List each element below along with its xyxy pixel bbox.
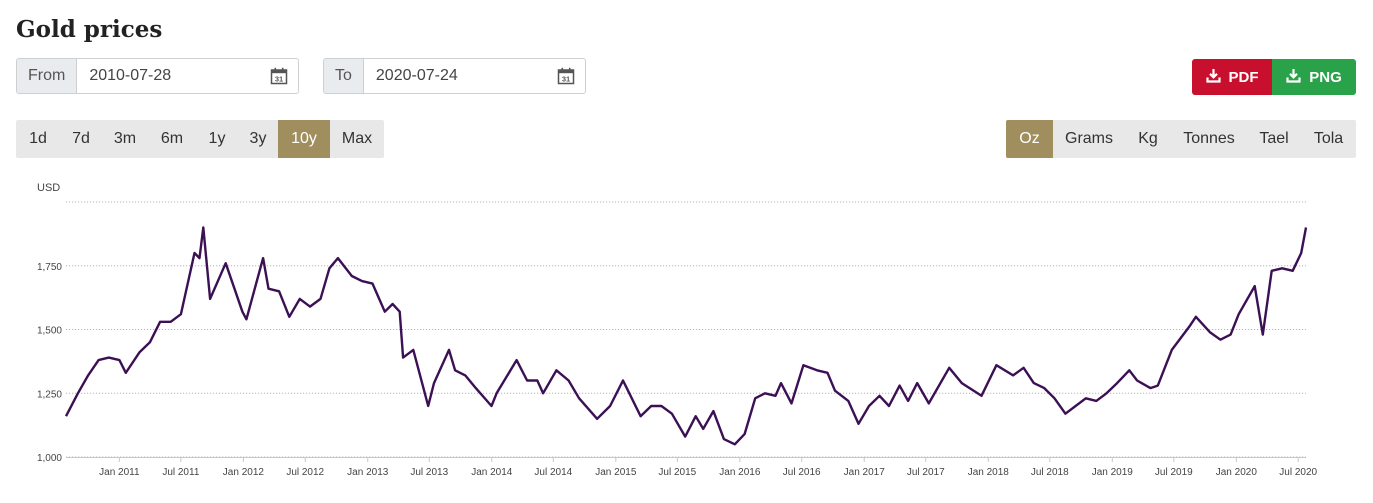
svg-text:31: 31 bbox=[562, 75, 570, 84]
period-selector: 1d 7d 3m 6m 1y 3y 10y Max bbox=[16, 120, 384, 158]
x-tick-label: Jan 2016 bbox=[719, 467, 761, 478]
period-option-3y[interactable]: 3y bbox=[249, 130, 267, 147]
pdf-label: PDF bbox=[1228, 68, 1259, 86]
y-axis-label: USD bbox=[37, 182, 60, 194]
calendar-icon[interactable]: 31 bbox=[556, 59, 576, 93]
x-tick-label: Jul 2012 bbox=[286, 467, 324, 478]
x-tick-label: Jan 2011 bbox=[99, 467, 140, 478]
period-option-6m[interactable]: 6m bbox=[160, 130, 184, 147]
x-tick-label: Jan 2015 bbox=[595, 467, 637, 478]
x-tick-label: Jul 2017 bbox=[907, 467, 945, 478]
unit-option-grams[interactable]: Grams bbox=[1065, 130, 1113, 147]
x-tick-label: Jul 2018 bbox=[1031, 467, 1069, 478]
calendar-icon[interactable]: 31 bbox=[269, 59, 289, 93]
x-tick-label: Jan 2013 bbox=[347, 467, 389, 478]
page-title: Gold prices bbox=[16, 16, 163, 43]
from-date-group: From 2010-07-28 31 bbox=[16, 58, 299, 94]
period-option-7d[interactable]: 7d bbox=[72, 130, 90, 147]
x-tick-label: Jan 2017 bbox=[844, 467, 886, 478]
pdf-download-button[interactable]: PDF bbox=[1192, 59, 1272, 95]
x-tick-label: Jul 2020 bbox=[1279, 467, 1317, 478]
x-tick-label: Jul 2019 bbox=[1155, 467, 1193, 478]
unit-option-tael[interactable]: Tael bbox=[1259, 130, 1289, 147]
x-tick-label: Jul 2016 bbox=[783, 467, 821, 478]
to-label: To bbox=[324, 59, 364, 93]
period-option-1d[interactable]: 1d bbox=[29, 130, 47, 147]
png-download-button[interactable]: PNG bbox=[1272, 59, 1356, 95]
to-date-input[interactable]: 2020-07-24 bbox=[363, 59, 556, 93]
unit-selector: Oz Grams Kg Tonnes Tael Tola bbox=[1006, 120, 1356, 158]
period-option-1y[interactable]: 1y bbox=[208, 130, 226, 147]
from-label: From bbox=[17, 59, 78, 93]
y-tick-label: 1,000 bbox=[37, 453, 62, 464]
unit-option-tola[interactable]: Tola bbox=[1313, 130, 1344, 147]
period-option-3m[interactable]: 3m bbox=[113, 130, 137, 147]
unit-option-tonnes[interactable]: Tonnes bbox=[1183, 130, 1235, 147]
x-tick-label: Jan 2014 bbox=[471, 467, 513, 478]
x-tick-label: Jan 2020 bbox=[1216, 467, 1258, 478]
svg-text:31: 31 bbox=[275, 75, 283, 84]
period-option-max[interactable]: Max bbox=[341, 130, 373, 147]
price-series-line bbox=[64, 226, 1308, 446]
png-label: PNG bbox=[1309, 68, 1342, 86]
period-option-10y[interactable]: 10y bbox=[278, 120, 330, 158]
x-tick-label: Jul 2013 bbox=[410, 467, 448, 478]
y-tick-label: 1,750 bbox=[37, 262, 62, 273]
x-tick-label: Jul 2011 bbox=[162, 467, 200, 478]
y-tick-label: 1,500 bbox=[37, 326, 62, 337]
to-date-group: To 2020-07-24 31 bbox=[323, 58, 586, 94]
x-tick-label: Jul 2014 bbox=[534, 467, 572, 478]
unit-option-oz[interactable]: Oz bbox=[1006, 120, 1053, 158]
unit-option-kg[interactable]: Kg bbox=[1138, 130, 1158, 147]
y-tick-label: 1,250 bbox=[37, 389, 62, 400]
download-icon bbox=[1205, 68, 1221, 87]
x-tick-label: Jul 2015 bbox=[658, 467, 696, 478]
x-tick-label: Jan 2019 bbox=[1092, 467, 1134, 478]
x-tick-label: Jan 2012 bbox=[223, 467, 265, 478]
x-tick-label: Jan 2018 bbox=[968, 467, 1010, 478]
from-date-input[interactable]: 2010-07-28 bbox=[77, 59, 269, 93]
gold-price-chart: USD 1,000 1,250 1,500 1,750 Jan 2011 Jul 2011 J… bbox=[37, 182, 1318, 478]
download-icon bbox=[1286, 68, 1301, 87]
